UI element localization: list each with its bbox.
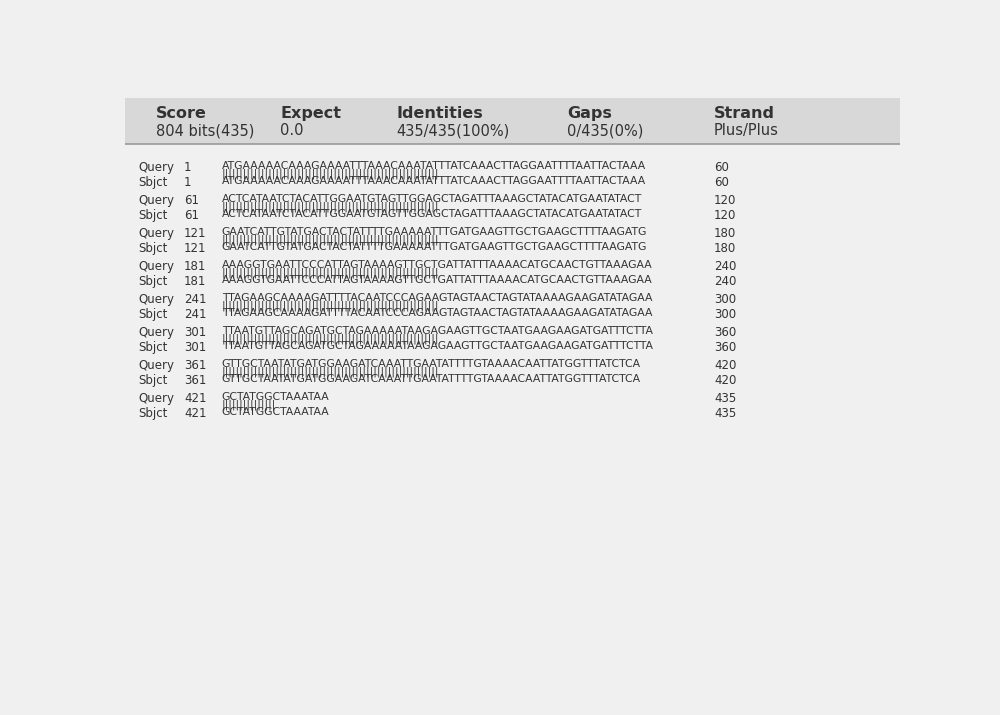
Text: 804 bits(435): 804 bits(435) [156, 123, 254, 138]
Text: Sbjct: Sbjct [138, 209, 168, 222]
Text: Plus/Plus: Plus/Plus [714, 123, 779, 138]
Text: Expect: Expect [280, 106, 341, 121]
Text: 420: 420 [714, 360, 736, 373]
Text: Sbjct: Sbjct [138, 408, 168, 420]
Text: Query: Query [138, 227, 174, 240]
Text: ||||||||||||||||||||||||||||||||||||||||||||||||||||||||||||: ||||||||||||||||||||||||||||||||||||||||… [222, 235, 439, 245]
Text: 300: 300 [714, 308, 736, 321]
Text: ATGAAAAACAAAGAAAATTTAAACAAATATTTATCAAACTTAGGAATTTTAATTACTAAA: ATGAAAAACAAAGAAAATTTAAACAAATATTTATCAAACT… [222, 176, 646, 186]
Text: Query: Query [138, 360, 174, 373]
Text: ||||||||||||||||||||||||||||||||||||||||||||||||||||||||||||: ||||||||||||||||||||||||||||||||||||||||… [222, 334, 439, 345]
Text: 241: 241 [184, 308, 206, 321]
Text: Query: Query [138, 161, 174, 174]
Text: Sbjct: Sbjct [138, 242, 168, 255]
Text: |||||||||||||||: ||||||||||||||| [222, 400, 276, 410]
Text: Query: Query [138, 260, 174, 273]
Text: ||||||||||||||||||||||||||||||||||||||||||||||||||||||||||||: ||||||||||||||||||||||||||||||||||||||||… [222, 267, 439, 278]
Text: TTAATGTTAGCAGATGCTAGAAAAATAAGAGAAGTTGCTAATGAAGAAGATGATTTCTTA: TTAATGTTAGCAGATGCTAGAAAAATAAGAGAAGTTGCTA… [222, 326, 653, 336]
Text: 0.0: 0.0 [280, 123, 304, 138]
Text: 241: 241 [184, 293, 206, 306]
Text: ||||||||||||||||||||||||||||||||||||||||||||||||||||||||||||: ||||||||||||||||||||||||||||||||||||||||… [222, 367, 439, 378]
Text: Sbjct: Sbjct [138, 176, 168, 189]
Text: 60: 60 [714, 176, 729, 189]
Text: 180: 180 [714, 242, 736, 255]
Text: 301: 301 [184, 326, 206, 340]
Text: 435/435(100%): 435/435(100%) [396, 123, 510, 138]
Text: GCTATGGCTAAATAA: GCTATGGCTAAATAA [222, 393, 330, 403]
Text: 420: 420 [714, 374, 736, 388]
Text: 435: 435 [714, 408, 736, 420]
Text: 300: 300 [714, 293, 736, 306]
Text: 360: 360 [714, 341, 736, 354]
Text: Query: Query [138, 326, 174, 340]
Text: TTAATGTTAGCAGATGCTAGAAAAATAAGAGAAGTTGCTAATGAAGAAGATGATTTCTTA: TTAATGTTAGCAGATGCTAGAAAAATAAGAGAAGTTGCTA… [222, 341, 653, 351]
Text: 421: 421 [184, 393, 206, 405]
Text: 1: 1 [184, 161, 191, 174]
Text: 0/435(0%): 0/435(0%) [567, 123, 643, 138]
Text: 360: 360 [714, 326, 736, 340]
Text: 181: 181 [184, 260, 206, 273]
Text: 121: 121 [184, 227, 206, 240]
Text: ATGAAAAACAAAGAAAATTTAAACAAATATTTATCAAACTTAGGAATTTTAATTACTAAA: ATGAAAAACAAAGAAAATTTAAACAAATATTTATCAAACT… [222, 161, 646, 171]
Text: ||||||||||||||||||||||||||||||||||||||||||||||||||||||||||||: ||||||||||||||||||||||||||||||||||||||||… [222, 169, 439, 179]
Text: 1: 1 [184, 176, 191, 189]
Text: 361: 361 [184, 374, 206, 388]
Text: Strand: Strand [714, 106, 775, 121]
Text: 435: 435 [714, 393, 736, 405]
Text: Score: Score [156, 106, 207, 121]
Text: ACTCATAATCTACATTGGAATGTAGTTGGAGCTAGATTTAAAGCTATACATGAATATACT: ACTCATAATCTACATTGGAATGTAGTTGGAGCTAGATTTA… [222, 194, 642, 204]
Text: ACTCATAATCTACATTGGAATGTAGTTGGAGCTAGATTTAAAGCTATACATGAATATACT: ACTCATAATCTACATTGGAATGTAGTTGGAGCTAGATTTA… [222, 209, 642, 219]
Text: Query: Query [138, 393, 174, 405]
Text: 421: 421 [184, 408, 206, 420]
Text: GAATCATTGTATGACTACTATTTTGAAAAATTTGATGAAGTTGCTGAAGCTTTTAAGATG: GAATCATTGTATGACTACTATTTTGAAAAATTTGATGAAG… [222, 242, 647, 252]
Text: 61: 61 [184, 209, 199, 222]
Text: ||||||||||||||||||||||||||||||||||||||||||||||||||||||||||||: ||||||||||||||||||||||||||||||||||||||||… [222, 202, 439, 212]
Text: Query: Query [138, 293, 174, 306]
Text: 60: 60 [714, 161, 729, 174]
Text: GAATCATTGTATGACTACTATTTTGAAAAATTTGATGAAGTTGCTGAAGCTTTTAAGATG: GAATCATTGTATGACTACTATTTTGAAAAATTTGATGAAG… [222, 227, 647, 237]
Text: TTAGAAGCAAAAGATTTTACAATCCCAGAAGTAGTAACTAGTATAAAAGAAGATATAGAA: TTAGAAGCAAAAGATTTTACAATCCCAGAAGTAGTAACTA… [222, 293, 652, 303]
Text: Sbjct: Sbjct [138, 308, 168, 321]
Text: GCTATGGCTAAATAA: GCTATGGCTAAATAA [222, 408, 330, 418]
Text: Sbjct: Sbjct [138, 275, 168, 288]
Text: TTAGAAGCAAAAGATTTTACAATCCCAGAAGTAGTAACTAGTATAAAAGAAGATATAGAA: TTAGAAGCAAAAGATTTTACAATCCCAGAAGTAGTAACTA… [222, 308, 652, 318]
FancyBboxPatch shape [125, 98, 900, 144]
Text: GTTGCTAATATGATGGAAGATCAAATTGAATATTTTGTAAAACAATTATGGTTTATCTCA: GTTGCTAATATGATGGAAGATCAAATTGAATATTTTGTAA… [222, 360, 641, 370]
Text: 240: 240 [714, 275, 736, 288]
Text: 301: 301 [184, 341, 206, 354]
Text: 240: 240 [714, 260, 736, 273]
Text: Identities: Identities [396, 106, 483, 121]
Text: AAAGGTGAATTCCCATTAGTAAAAGTTGCTGATTATTTAAAACATGCAACTGTTAAAGAA: AAAGGTGAATTCCCATTAGTAAAAGTTGCTGATTATTTAA… [222, 275, 653, 285]
Text: Query: Query [138, 194, 174, 207]
Text: ||||||||||||||||||||||||||||||||||||||||||||||||||||||||||||: ||||||||||||||||||||||||||||||||||||||||… [222, 301, 439, 311]
Text: 121: 121 [184, 242, 206, 255]
Text: 120: 120 [714, 209, 736, 222]
Text: GTTGCTAATATGATGGAAGATCAAATTGAATATTTTGTAAAACAATTATGGTTTATCTCA: GTTGCTAATATGATGGAAGATCAAATTGAATATTTTGTAA… [222, 374, 641, 384]
Text: Gaps: Gaps [567, 106, 612, 121]
Text: Sbjct: Sbjct [138, 341, 168, 354]
Text: 120: 120 [714, 194, 736, 207]
Text: Sbjct: Sbjct [138, 374, 168, 388]
Text: 61: 61 [184, 194, 199, 207]
Text: 181: 181 [184, 275, 206, 288]
Text: AAAGGTGAATTCCCATTAGTAAAAGTTGCTGATTATTTAAAACATGCAACTGTTAAAGAA: AAAGGTGAATTCCCATTAGTAAAAGTTGCTGATTATTTAA… [222, 260, 653, 270]
Text: 361: 361 [184, 360, 206, 373]
Text: 180: 180 [714, 227, 736, 240]
